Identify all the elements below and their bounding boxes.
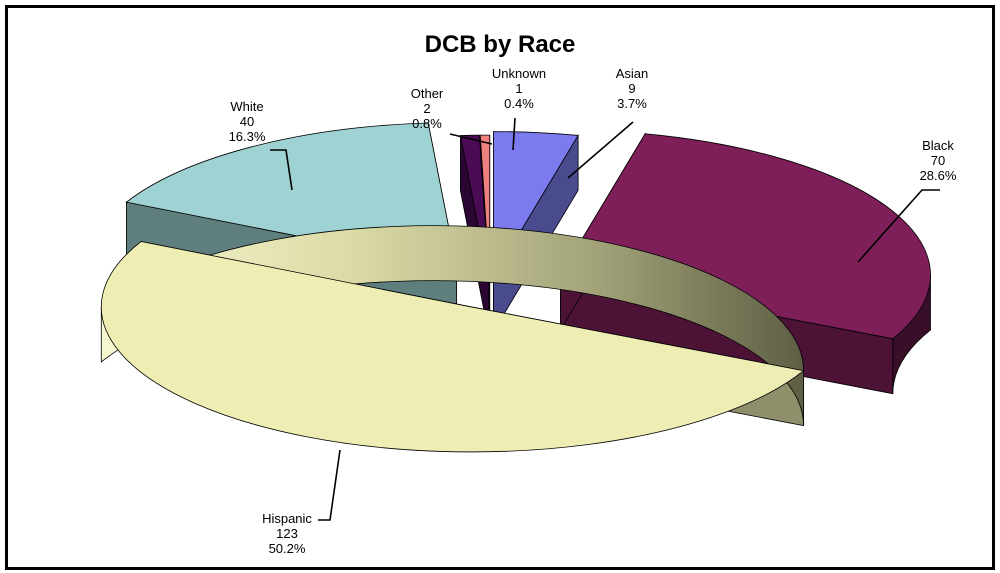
label-asian-percent: 3.7% [617, 96, 647, 111]
label-asian-name: Asian [616, 66, 649, 81]
label-black-value: 70 [931, 153, 945, 168]
chart-title: DCB by Race [425, 31, 576, 58]
label-white-percent: 16.3% [229, 129, 266, 144]
leader-line-white [270, 149, 293, 191]
leader-line-other [449, 133, 493, 145]
label-asian-value: 9 [628, 81, 635, 96]
label-unknown-value: 1 [515, 81, 522, 96]
label-other-value: 2 [423, 101, 430, 116]
label-other-percent: 0.8% [412, 116, 442, 131]
label-hispanic-name: Hispanic [262, 511, 312, 526]
label-white-value: 40 [240, 114, 254, 129]
label-hispanic-value: 123 [276, 526, 298, 541]
label-white-name: White [230, 99, 263, 114]
leader-line-hispanic [318, 449, 341, 521]
label-unknown-name: Unknown [492, 66, 546, 81]
label-black-percent: 28.6% [920, 168, 957, 183]
leader-line-black [857, 189, 940, 263]
leader-line-asian [567, 121, 634, 179]
slice-hispanic [100, 225, 805, 453]
label-unknown-percent: 0.4% [504, 96, 534, 111]
slice-hispanic-top [100, 241, 805, 453]
label-hispanic-percent: 50.2% [269, 541, 306, 556]
pie-slices [100, 122, 931, 453]
label-other-name: Other [411, 86, 444, 101]
leader-line-unknown [512, 117, 516, 151]
label-black-name: Black [922, 138, 954, 153]
leader-lines [270, 117, 940, 521]
